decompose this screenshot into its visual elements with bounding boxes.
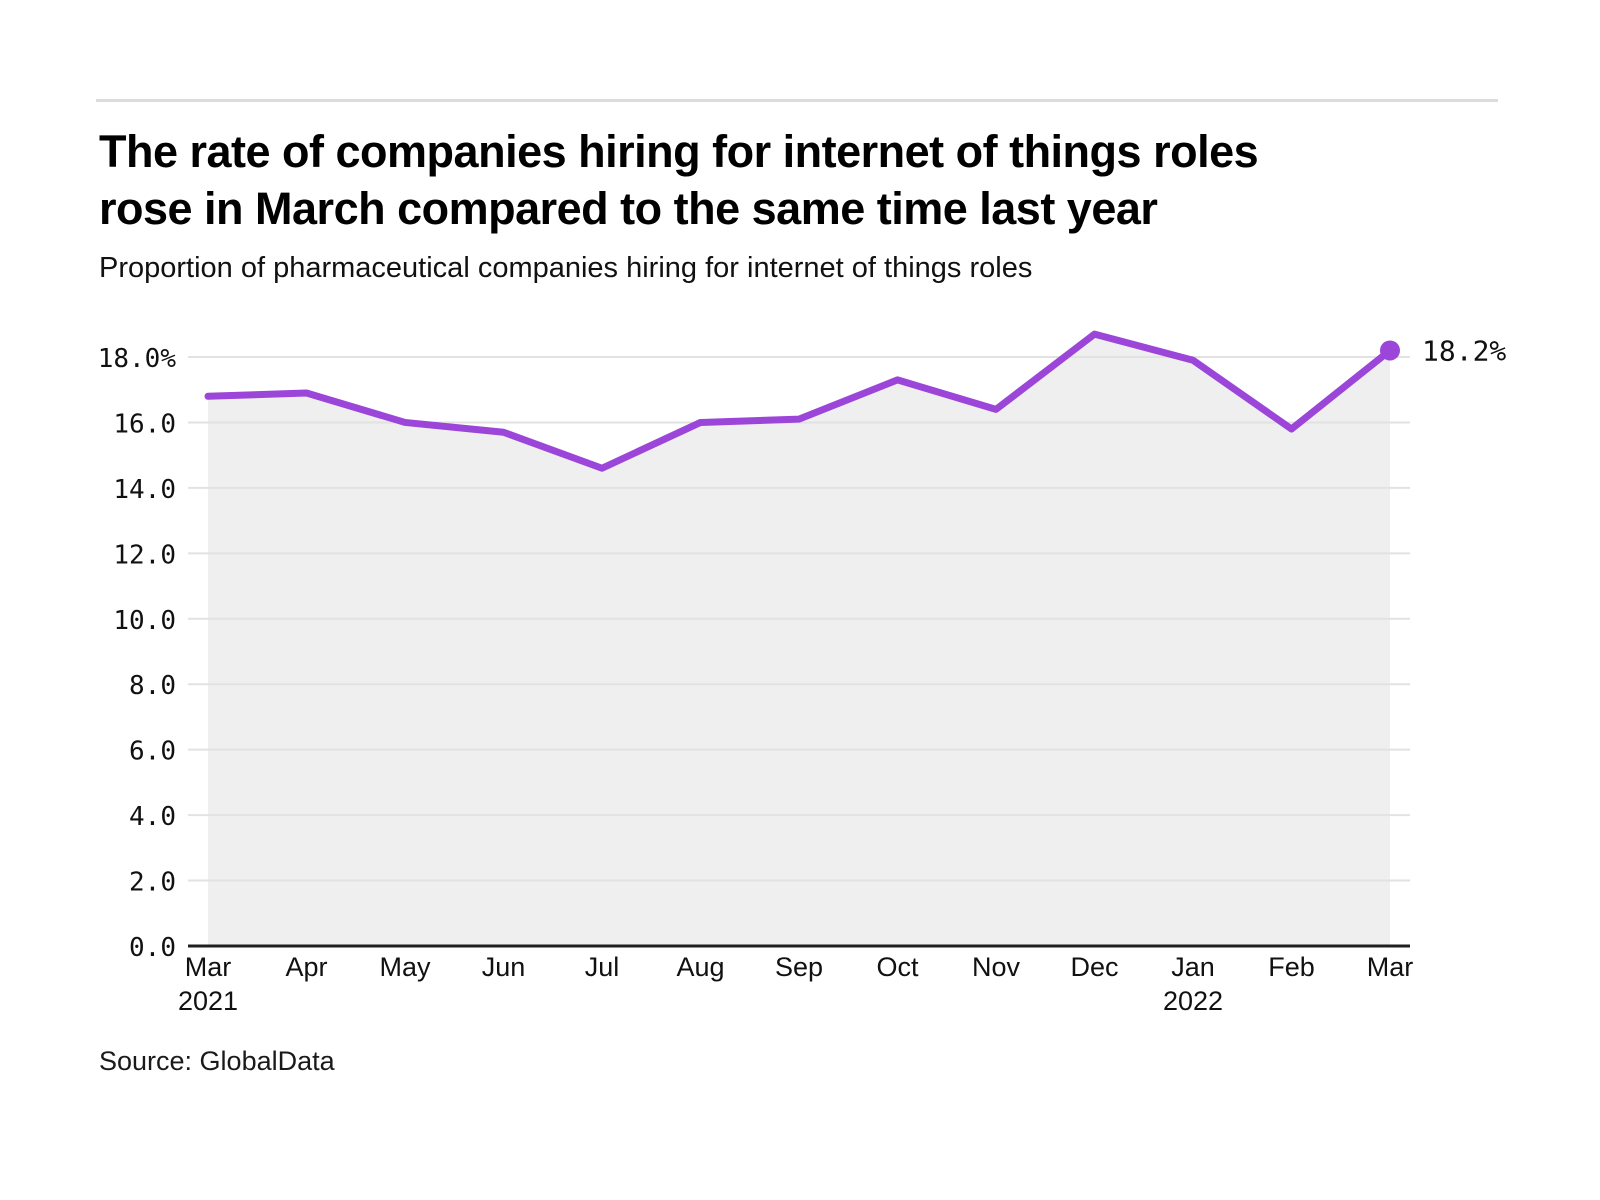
y-tick-label: 8.0 <box>129 671 176 701</box>
y-tick-label: 14.0 <box>113 475 176 505</box>
y-tick-label: 10.0 <box>113 606 176 636</box>
year-label: 2022 <box>1163 986 1223 1016</box>
top-rule <box>96 99 1498 102</box>
y-tick-label: 6.0 <box>129 737 176 767</box>
page-title-line-2: rose in March compared to the same time … <box>99 183 1158 234</box>
page-title: The rate of companies hiring for interne… <box>99 123 1499 237</box>
x-tick-label: Apr <box>285 952 327 982</box>
year-label: 2021 <box>178 986 238 1016</box>
x-tick-label: Sep <box>775 952 823 982</box>
y-tick-label: 18.0% <box>98 344 177 374</box>
x-tick-label: Feb <box>1268 952 1315 982</box>
y-tick-label: 4.0 <box>129 802 176 832</box>
x-tick-label: Nov <box>972 952 1021 982</box>
y-tick-label: 16.0 <box>113 409 176 439</box>
y-tick-label: 12.0 <box>113 540 176 570</box>
x-tick-label: Mar <box>1367 952 1414 982</box>
x-tick-label: Jun <box>482 952 526 982</box>
x-tick-label: Aug <box>676 952 724 982</box>
x-tick-label: Mar <box>185 952 232 982</box>
x-tick-label: Oct <box>876 952 919 982</box>
x-tick-label: Jan <box>1171 952 1215 982</box>
trend-line <box>204 330 1394 472</box>
y-tick-label: 2.0 <box>129 868 176 898</box>
x-tick-label: May <box>379 952 431 982</box>
end-point-dot <box>1380 340 1400 361</box>
end-value-label: 18.2% <box>1422 334 1506 367</box>
y-tick-label: 0.0 <box>129 933 176 963</box>
x-tick-label: Dec <box>1070 952 1118 982</box>
source-note: Source: GlobalData <box>99 1046 335 1076</box>
chart-subtitle: Proportion of pharmaceutical companies h… <box>99 252 1033 284</box>
x-tick-label: Jul <box>585 952 620 982</box>
area-fill <box>208 334 1390 946</box>
page-title-line-1: The rate of companies hiring for interne… <box>99 126 1259 177</box>
